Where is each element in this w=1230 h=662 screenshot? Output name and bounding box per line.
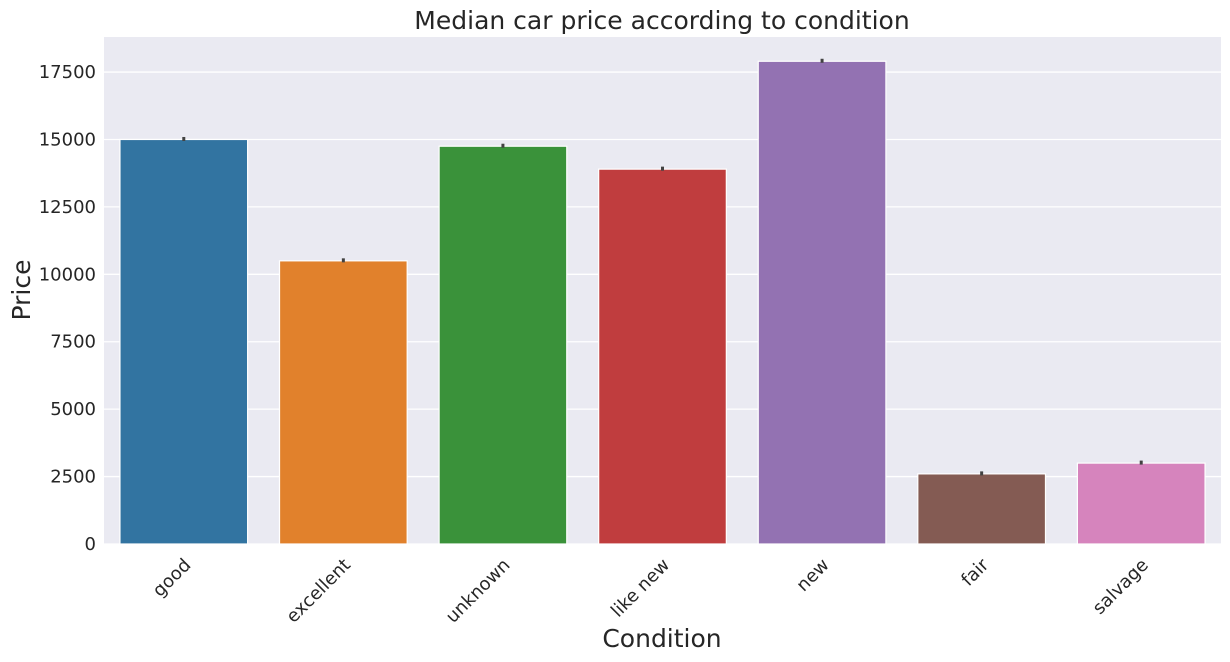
chart-title: Median car price according to condition [414,6,909,35]
y-axis-ticks: 0 2500 5000 7500 10000 12500 15000 17500 [39,62,96,555]
y-tick-label: 17500 [39,62,96,83]
x-tick-label: like new [607,555,674,622]
x-tick-label: fair [957,554,993,590]
y-axis-label: Price [7,260,36,321]
y-tick-label: 12500 [39,197,96,218]
x-tick-label: good [149,555,196,602]
bar-good [119,138,249,545]
x-tick-label: new [792,555,833,596]
y-tick-label: 10000 [39,264,96,285]
bar-salvage [1076,462,1206,545]
x-axis-ticks: good excellent unknown like new new fair salva… [149,554,1153,627]
y-tick-label: 7500 [50,332,96,353]
x-tick-label: salvage [1089,555,1153,619]
y-tick-label: 15000 [39,129,96,150]
y-tick-label: 0 [85,534,96,555]
bar-like-new [598,168,727,545]
bar-unknown [438,145,568,545]
y-tick-label: 2500 [50,467,96,488]
bars-group [119,58,1206,545]
x-tick-label: excellent [282,555,355,628]
x-tick-label: unknown [442,555,515,628]
bar-fair [917,473,1047,545]
x-axis-label: Condition [602,624,721,653]
bar-excellent [278,260,408,545]
bar-new [757,60,887,545]
y-tick-label: 5000 [50,399,96,420]
